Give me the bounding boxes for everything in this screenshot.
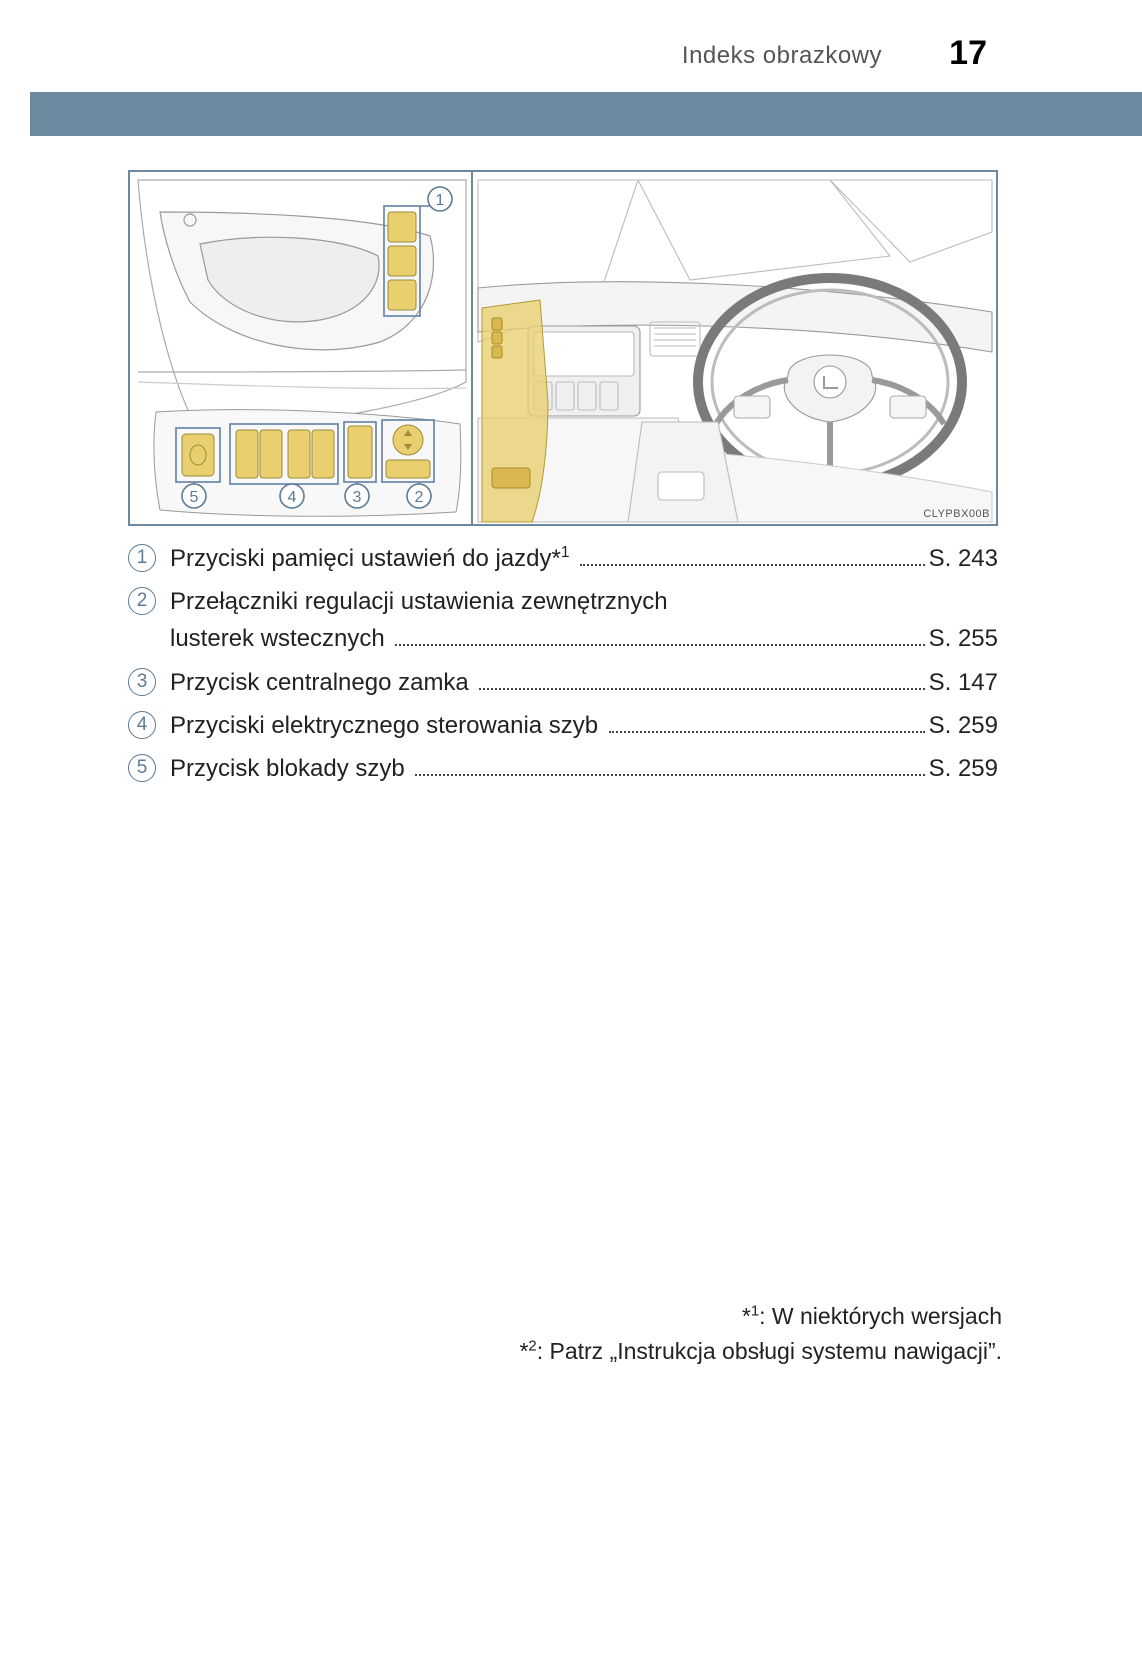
page-header: Indeks obrazkowy 17 xyxy=(0,0,1142,100)
legend-list: 1Przyciski pamięci ustawień do jazdy*1 S… xyxy=(128,540,998,787)
footnote-marker: 2 xyxy=(528,1337,536,1354)
figure-code: CLYPBX00B xyxy=(923,508,990,520)
legend-number-badge: 5 xyxy=(128,754,156,782)
legend-row: 4 Przyciski elektrycznego sterowania szyb… xyxy=(128,707,998,744)
svg-text:3: 3 xyxy=(353,489,362,506)
legend-label: Przyciski elektrycznego sterowania szyb xyxy=(170,707,605,744)
legend-row: 2 Przełączniki regulacji ustawienia zewnę… xyxy=(128,583,998,657)
footnotes: *1: W niektórych wersjach*2: Patrz „Inst… xyxy=(242,1299,1002,1368)
legend-label: lusterek wstecznych xyxy=(170,620,391,657)
footnote: *1: W niektórych wersjach xyxy=(242,1299,1002,1334)
legend-label: Przyciski pamięci ustawień do jazdy*1 xyxy=(170,540,576,577)
legend-row: 5 Przycisk blokady szyb S. 259 xyxy=(128,750,998,787)
legend-line: Przyciski elektrycznego sterowania szyb … xyxy=(170,707,998,744)
content: 1 2 3 4 5 CLYPBX00B 1Przyciski pamięci u… xyxy=(128,170,998,793)
svg-text:5: 5 xyxy=(190,489,199,506)
legend-number-badge: 3 xyxy=(128,668,156,696)
leader-dots xyxy=(415,774,924,776)
header-title: Indeks obrazkowy xyxy=(682,42,882,70)
header-band xyxy=(30,92,1142,136)
legend-page-ref: S. 243 xyxy=(929,540,998,577)
legend-page-ref: S. 147 xyxy=(929,664,998,701)
footnote: *2: Patrz „Instrukcja obsługi systemu na… xyxy=(242,1334,1002,1369)
legend-text: Przycisk blokady szyb S. 259 xyxy=(170,750,998,787)
leader-dots xyxy=(580,564,924,566)
legend-row: 1Przyciski pamięci ustawień do jazdy*1 S… xyxy=(128,540,998,577)
legend-number-badge: 4 xyxy=(128,711,156,739)
legend-text: Przycisk centralnego zamka S. 147 xyxy=(170,664,998,701)
leader-dots xyxy=(609,731,925,733)
legend-page-ref: S. 259 xyxy=(929,707,998,744)
legend-number-badge: 2 xyxy=(128,587,156,615)
page-number: 17 xyxy=(949,34,987,73)
footnote-marker: 1 xyxy=(751,1302,759,1319)
legend-line: Przycisk blokady szyb S. 259 xyxy=(170,750,998,787)
legend-label: Przycisk centralnego zamka xyxy=(170,664,475,701)
legend-label: Przycisk blokady szyb xyxy=(170,750,411,787)
legend-text: Przełączniki regulacji ustawienia zewnęt… xyxy=(170,583,998,657)
svg-text:2: 2 xyxy=(415,489,424,506)
legend-line: lusterek wstecznych S. 255 xyxy=(170,620,998,657)
legend-number-badge: 1 xyxy=(128,544,156,572)
leader-dots xyxy=(395,644,924,646)
footnote-marker: 1 xyxy=(561,544,570,561)
legend-line: Przyciski pamięci ustawień do jazdy*1 S.… xyxy=(170,540,998,577)
figure-illustration: 1 2 3 4 5 CLYPBX00B xyxy=(128,170,998,526)
legend-page-ref: S. 255 xyxy=(929,620,998,657)
legend-text: Przyciski pamięci ustawień do jazdy*1 S.… xyxy=(170,540,998,577)
svg-text:1: 1 xyxy=(436,192,445,209)
legend-row: 3 Przycisk centralnego zamka S. 147 xyxy=(128,664,998,701)
legend-page-ref: S. 259 xyxy=(929,750,998,787)
legend-text: Przyciski elektrycznego sterowania szyb … xyxy=(170,707,998,744)
legend-line: Przełączniki regulacji ustawienia zewnęt… xyxy=(170,583,998,620)
legend-line: Przycisk centralnego zamka S. 147 xyxy=(170,664,998,701)
leader-dots xyxy=(479,688,924,690)
legend-label: Przełączniki regulacji ustawienia zewnęt… xyxy=(170,583,674,620)
svg-text:4: 4 xyxy=(288,489,297,506)
